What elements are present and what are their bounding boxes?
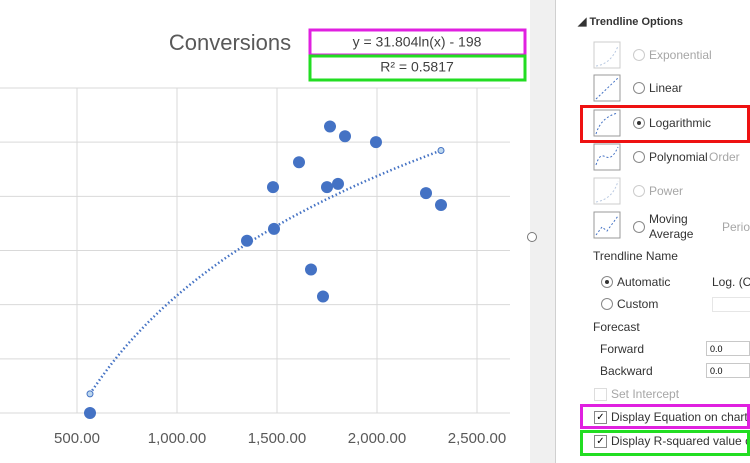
point: [339, 130, 351, 143]
radio[interactable]: [633, 49, 645, 61]
radio[interactable]: [633, 185, 645, 197]
point: [321, 181, 333, 194]
chart-title: Conversions: [169, 30, 291, 55]
automatic-name: Log. (Co: [712, 275, 750, 289]
icon-power: [593, 177, 621, 205]
checkbox-label[interactable]: Display Equation on chart: [611, 410, 748, 424]
checkbox-label[interactable]: Display R-squared value on: [611, 434, 750, 448]
trendline-end: [86, 390, 94, 398]
equation-option-highlight: [580, 404, 750, 429]
resize-handle[interactable]: [527, 232, 537, 242]
heading: Forecast: [593, 320, 640, 334]
radio[interactable]: [633, 117, 645, 129]
checkbox[interactable]: [594, 388, 607, 401]
checkbox-label[interactable]: Set Intercept: [611, 387, 680, 401]
r2-option-highlight: [580, 430, 750, 456]
point: [420, 187, 432, 200]
radio[interactable]: [633, 82, 645, 94]
point: [370, 136, 382, 149]
x-tick-label: 500.00: [54, 430, 100, 447]
radio[interactable]: [601, 298, 613, 310]
section-title[interactable]: ◢ Trendline Options: [578, 16, 684, 28]
point: [332, 177, 344, 190]
point: [241, 234, 253, 247]
point: [435, 199, 447, 211]
option-label[interactable]: Custom: [617, 297, 659, 311]
point: [305, 263, 317, 276]
radio[interactable]: [601, 276, 613, 288]
icon-polynomial: [593, 143, 621, 171]
x-tick-label: 2,000.00: [348, 430, 406, 447]
section-title-text: Trendline Options: [589, 16, 684, 28]
icon-logarithmic: [593, 109, 621, 137]
custom-input[interactable]: [712, 297, 750, 312]
checkbox[interactable]: ✓: [594, 411, 607, 424]
checkbox[interactable]: ✓: [594, 435, 607, 448]
trendline-end: [437, 147, 445, 155]
option-label[interactable]: Polynomial: [649, 150, 708, 164]
r-squared-label: R² = 0.5817: [380, 59, 454, 75]
option-label[interactable]: Power: [649, 184, 684, 198]
icon-moving-average: [593, 211, 621, 239]
trendline: [88, 149, 442, 395]
backward-input[interactable]: 0.0: [706, 363, 750, 378]
order-label: Order: [709, 150, 740, 164]
selected-highlight: [580, 105, 750, 143]
point: [317, 290, 329, 303]
option-label[interactable]: Automatic: [617, 275, 671, 289]
period-label: Period: [722, 220, 750, 234]
plot-area: [0, 87, 510, 414]
point: [84, 407, 96, 419]
option-label[interactable]: Logarithmic: [649, 116, 712, 130]
field-label: Backward: [600, 364, 653, 378]
radio[interactable]: [633, 221, 645, 233]
point: [268, 222, 280, 235]
radio[interactable]: [633, 151, 645, 163]
heading: Trendline Name: [593, 249, 678, 263]
point: [267, 181, 279, 194]
trendline-equation: y = 31.804ln(x) - 198: [353, 34, 482, 50]
field-label: Forward: [600, 342, 645, 356]
splitter: [530, 0, 555, 463]
format-panel: [555, 0, 750, 463]
icon-linear: [593, 74, 621, 102]
option-label[interactable]: Moving Average: [649, 212, 694, 241]
x-tick-label: 2,500.00: [448, 430, 506, 447]
icon-exponential: [593, 41, 621, 69]
r2-highlight: [308, 54, 527, 82]
option-label[interactable]: Linear: [649, 81, 683, 95]
forward-input[interactable]: 0.0: [706, 341, 750, 356]
x-tick-label: 1,500.00: [248, 430, 306, 447]
x-tick-label: 1,000.00: [148, 430, 206, 447]
chart: Conversions y = 31.804ln(x) - 198 R² = 0…: [0, 28, 527, 447]
point: [324, 120, 336, 133]
point: [293, 156, 305, 169]
option-label[interactable]: Exponential: [649, 48, 712, 62]
